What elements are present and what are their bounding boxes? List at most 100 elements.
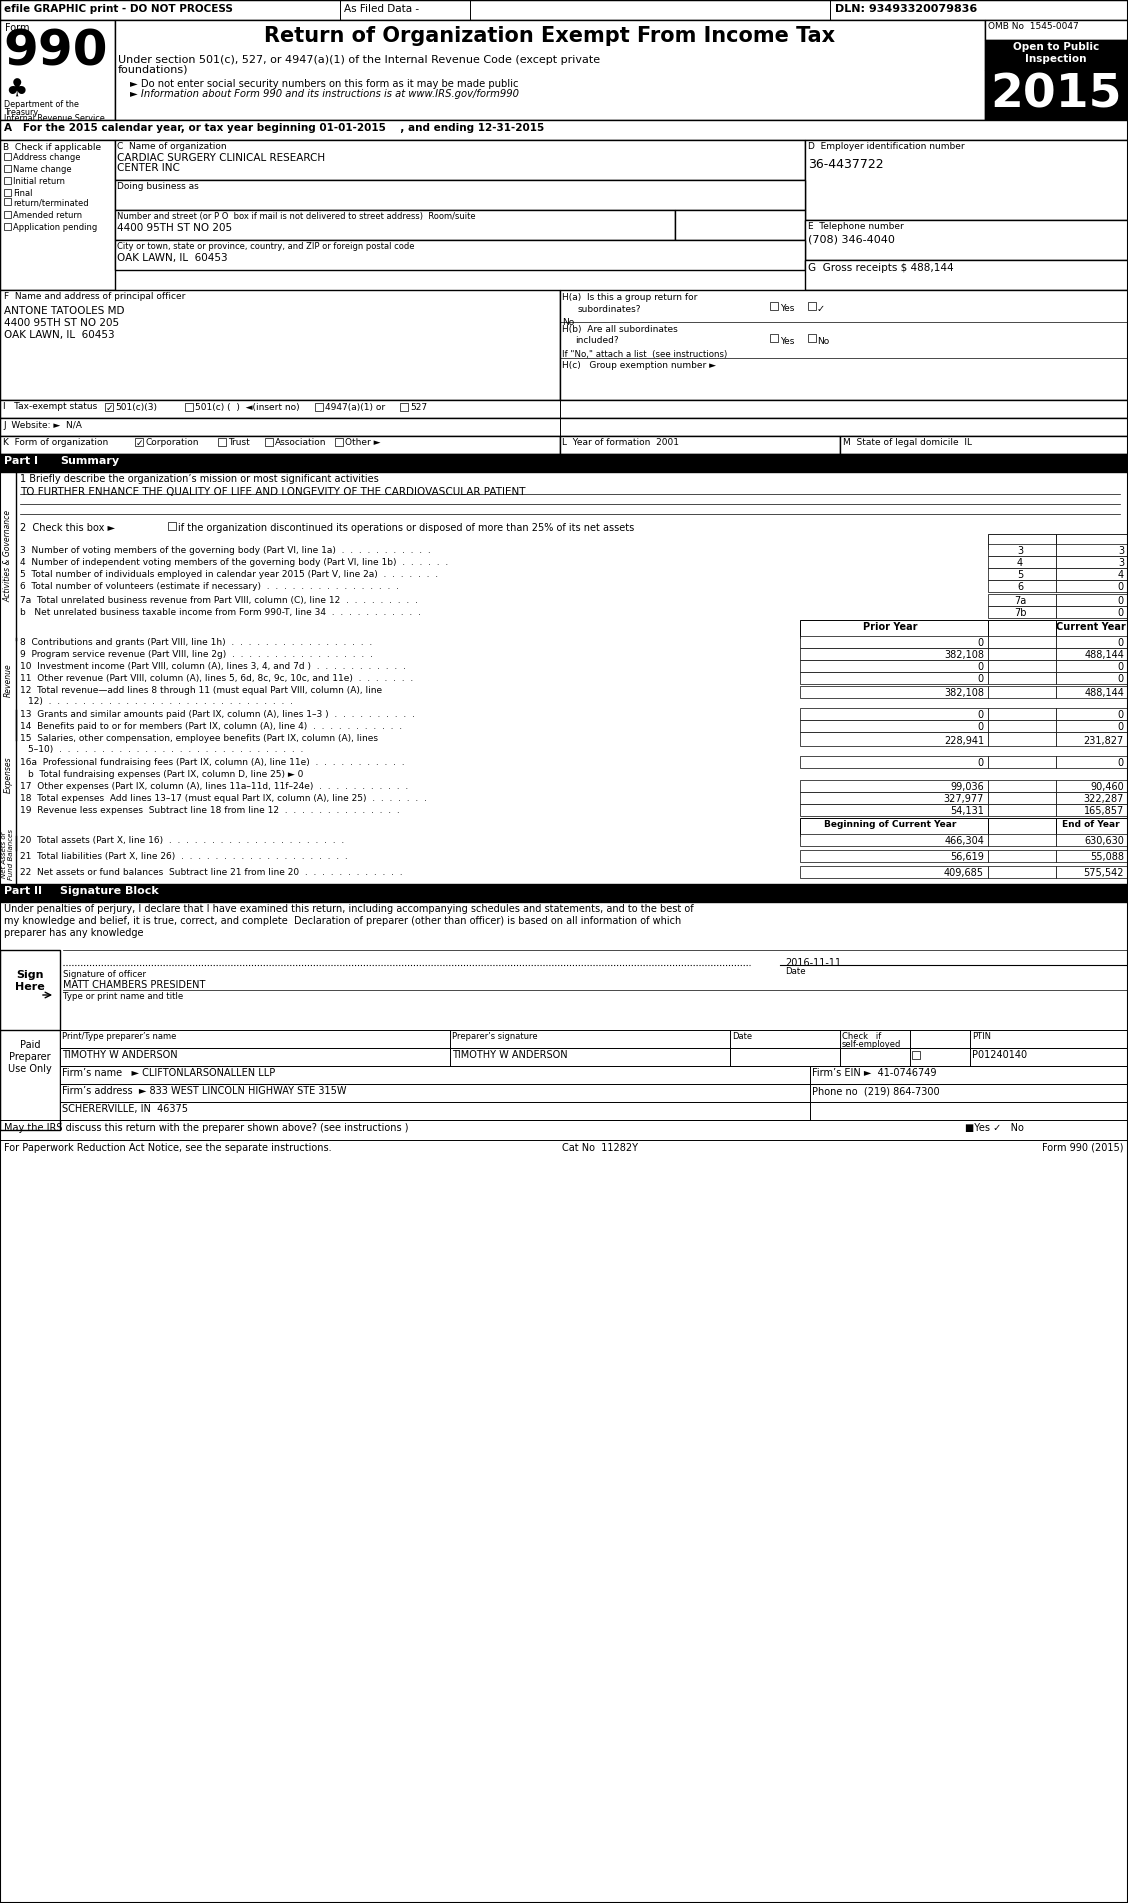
Bar — [115, 21, 985, 120]
Text: 18  Total expenses  Add lines 13–17 (must equal Part IX, column (A), line 25)  .: 18 Total expenses Add lines 13–17 (must … — [20, 794, 426, 803]
Bar — [1056, 803, 1128, 816]
Text: Firm’s address  ► 833 WEST LINCOLN HIGHWAY STE 315W: Firm’s address ► 833 WEST LINCOLN HIGHWA… — [62, 1087, 346, 1096]
Text: Part I: Part I — [5, 457, 38, 466]
Bar — [988, 672, 1056, 683]
Text: OAK LAWN, IL  60453: OAK LAWN, IL 60453 — [117, 253, 228, 263]
Text: Current Year: Current Year — [1056, 622, 1126, 632]
Bar — [0, 21, 115, 120]
Text: Firm’s EIN ►  41-0746749: Firm’s EIN ► 41-0746749 — [812, 1068, 936, 1077]
Text: 1 Briefly describe the organization’s mission or most significant activities: 1 Briefly describe the organization’s mi… — [20, 474, 379, 483]
Text: 2  Check this box ►: 2 Check this box ► — [20, 523, 115, 533]
Bar — [800, 685, 988, 698]
Bar — [1056, 544, 1128, 556]
Bar — [913, 1050, 920, 1058]
Text: 382,108: 382,108 — [944, 689, 984, 698]
Text: 4400 95TH ST NO 205: 4400 95TH ST NO 205 — [5, 318, 120, 327]
Text: preparer has any knowledge: preparer has any knowledge — [5, 929, 143, 938]
Text: If "No," attach a list  (see instructions): If "No," attach a list (see instructions… — [562, 350, 728, 360]
Text: Under section 501(c), 527, or 4947(a)(1) of the Internal Revenue Code (except pr: Under section 501(c), 527, or 4947(a)(1)… — [118, 55, 600, 65]
Text: ANTONE TATOOLES MD: ANTONE TATOOLES MD — [5, 306, 124, 316]
Text: Other ►: Other ► — [345, 438, 380, 447]
Text: Net Assets or
Fund Balances: Net Assets or Fund Balances — [1, 830, 15, 881]
Text: 0: 0 — [1118, 721, 1123, 733]
Bar — [988, 556, 1056, 567]
Text: Department of the: Department of the — [5, 101, 79, 108]
Text: 0: 0 — [978, 757, 984, 769]
Text: ✓: ✓ — [106, 403, 114, 413]
Bar — [840, 436, 1128, 455]
Text: 5: 5 — [1016, 571, 1023, 580]
Text: Internal Revenue Service: Internal Revenue Service — [5, 114, 105, 124]
Bar — [988, 866, 1056, 877]
Text: 0: 0 — [1118, 710, 1123, 719]
Bar — [1056, 719, 1128, 733]
Text: M  State of legal domicile  IL: M State of legal domicile IL — [843, 438, 972, 447]
Text: Return of Organization Exempt From Income Tax: Return of Organization Exempt From Incom… — [264, 27, 836, 46]
Bar — [60, 1066, 810, 1085]
Text: OAK LAWN, IL  60453: OAK LAWN, IL 60453 — [5, 329, 115, 341]
Text: Phone no  (219) 864-7300: Phone no (219) 864-7300 — [812, 1087, 940, 1096]
Text: ✓: ✓ — [136, 440, 143, 447]
Bar — [400, 403, 408, 411]
Text: 575,542: 575,542 — [1084, 868, 1123, 877]
Text: 0: 0 — [1118, 757, 1123, 769]
Text: 0: 0 — [1118, 596, 1123, 605]
Text: Under penalties of perjury, I declare that I have examined this return, includin: Under penalties of perjury, I declare th… — [5, 904, 694, 913]
Bar — [988, 792, 1056, 803]
Text: ■Yes ✓   No: ■Yes ✓ No — [964, 1123, 1024, 1132]
Text: 0: 0 — [978, 638, 984, 649]
Text: 7b: 7b — [1014, 607, 1026, 618]
Text: 0: 0 — [1118, 662, 1123, 672]
Text: 527: 527 — [409, 403, 428, 413]
Text: 382,108: 382,108 — [944, 651, 984, 660]
Text: efile GRAPHIC print - DO NOT PROCESS: efile GRAPHIC print - DO NOT PROCESS — [5, 4, 232, 13]
Bar — [1056, 636, 1128, 649]
Bar — [800, 719, 988, 733]
Text: Expenses: Expenses — [3, 757, 12, 794]
Text: Inspection: Inspection — [1025, 53, 1086, 65]
Text: (708) 346-4040: (708) 346-4040 — [808, 234, 895, 244]
Text: H(a)  Is this a group return for: H(a) Is this a group return for — [562, 293, 697, 303]
Text: J  Website: ►  N/A: J Website: ► N/A — [3, 421, 82, 430]
Bar — [988, 594, 1056, 605]
Text: b   Net unrelated business taxable income from Form 990-T, line 34  .  .  .  .  : b Net unrelated business taxable income … — [20, 607, 421, 617]
Text: 36-4437722: 36-4437722 — [808, 158, 883, 171]
Text: 20  Total assets (Part X, line 16)  .  .  .  .  .  .  .  .  .  .  .  .  .  .  . : 20 Total assets (Part X, line 16) . . . … — [20, 835, 344, 845]
Text: D  Employer identification number: D Employer identification number — [808, 143, 964, 150]
Text: Doing business as: Doing business as — [117, 183, 199, 190]
Text: 6: 6 — [1017, 582, 1023, 592]
Text: Trust: Trust — [228, 438, 249, 447]
Text: 5  Total number of individuals employed in calendar year 2015 (Part V, line 2a) : 5 Total number of individuals employed i… — [20, 571, 438, 579]
Bar — [808, 335, 816, 343]
Text: 3: 3 — [1118, 558, 1123, 567]
Text: 3  Number of voting members of the governing body (Part VI, line 1a)  .  .  .  .: 3 Number of voting members of the govern… — [20, 546, 431, 556]
Bar — [800, 755, 988, 769]
Text: 0: 0 — [1118, 638, 1123, 649]
Text: 21  Total liabilities (Part X, line 26)  .  .  .  .  .  .  .  .  .  .  .  .  .  : 21 Total liabilities (Part X, line 26) .… — [20, 853, 347, 860]
Bar — [985, 21, 1128, 40]
Text: 4400 95TH ST NO 205: 4400 95TH ST NO 205 — [117, 223, 232, 232]
Text: foundations): foundations) — [118, 65, 188, 74]
Text: Revenue: Revenue — [3, 662, 12, 696]
Text: 0: 0 — [1118, 582, 1123, 592]
Text: 90,460: 90,460 — [1091, 782, 1123, 792]
Bar — [1056, 649, 1128, 660]
Bar — [5, 198, 11, 206]
Bar — [265, 438, 273, 445]
Bar — [0, 885, 1128, 902]
Text: 55,088: 55,088 — [1090, 853, 1123, 862]
Text: 17  Other expenses (Part IX, column (A), lines 11a–11d, 11f–24e)  .  .  .  .  . : 17 Other expenses (Part IX, column (A), … — [20, 782, 408, 792]
Text: CENTER INC: CENTER INC — [117, 164, 179, 173]
Text: H(c)   Group exemption number ►: H(c) Group exemption number ► — [562, 362, 716, 369]
Text: Open to Public: Open to Public — [1013, 42, 1099, 51]
Bar — [135, 438, 143, 445]
Text: A   For the 2015 calendar year, or tax year beginning 01-01-2015    , and ending: A For the 2015 calendar year, or tax yea… — [5, 124, 544, 133]
Bar — [0, 419, 1128, 436]
Text: B  Check if applicable: B Check if applicable — [3, 143, 102, 152]
Text: my knowledge and belief, it is true, correct, and complete  Declaration of prepa: my knowledge and belief, it is true, cor… — [5, 915, 681, 927]
Text: Summary: Summary — [60, 457, 120, 466]
Bar — [1056, 620, 1128, 638]
Text: MATT CHAMBERS PRESIDENT: MATT CHAMBERS PRESIDENT — [63, 980, 205, 990]
Text: Paid: Paid — [20, 1041, 41, 1050]
Text: 0: 0 — [978, 721, 984, 733]
